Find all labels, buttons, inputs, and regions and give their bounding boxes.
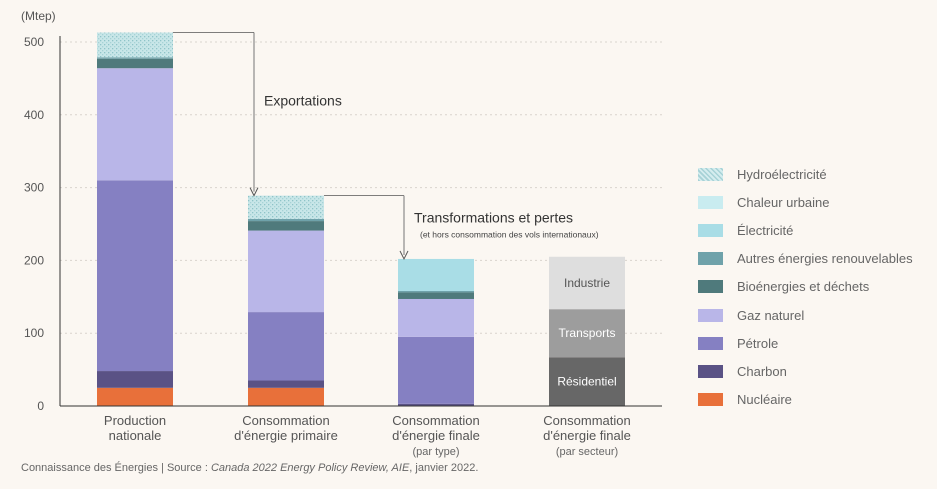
- x-category-line: d'énergie primaire: [234, 428, 338, 443]
- x-category-line: d'énergie finale: [392, 428, 480, 443]
- legend-item: Bioénergies et déchets: [698, 273, 933, 301]
- legend-swatch: [698, 195, 723, 209]
- annotation-arrow-head: [249, 187, 259, 197]
- bar-segment: [97, 68, 173, 181]
- annotation-sublabel: (et hors consommation des vols internati…: [420, 230, 599, 240]
- bar-segment: [398, 298, 474, 337]
- legend-item: Chaleur urbaine: [698, 188, 933, 216]
- bar-segment: [398, 258, 474, 291]
- bar-segment: [97, 180, 173, 372]
- sector-label: Transports: [559, 326, 616, 340]
- legend-item: Gaz naturel: [698, 301, 933, 329]
- bar-segment: [248, 380, 324, 388]
- bar-segment: [398, 336, 474, 404]
- x-category-line: Production: [104, 413, 166, 428]
- bar-segment: [97, 57, 173, 59]
- source-suffix: , janvier 2022.: [409, 462, 479, 474]
- legend-item: Autres énergies renouvelables: [698, 245, 933, 273]
- sector-label: Résidentiel: [557, 375, 616, 389]
- x-category-label: Production nationale: [104, 413, 166, 443]
- annotation-label: Transformations et pertes: [414, 210, 573, 226]
- legend-label: Chaleur urbaine: [737, 194, 830, 210]
- bar-segment: [398, 403, 474, 406]
- x-category-line: d'énergie finale: [543, 428, 631, 443]
- legend-item: Charbon: [698, 357, 933, 385]
- bar-segment: [248, 218, 324, 222]
- x-category-sublabel: (par type): [412, 446, 459, 458]
- bar-segment: [248, 230, 324, 313]
- bar-segment: [398, 292, 474, 299]
- x-category-line: nationale: [109, 428, 162, 443]
- bar-segment: [248, 195, 324, 219]
- legend-label: Autres énergies renouvelables: [737, 251, 913, 267]
- x-category-label: Consommation d'énergie finale: [392, 413, 480, 443]
- bar-segment: [398, 290, 474, 293]
- legend-item: Hydroélectricité: [698, 160, 933, 188]
- legend-swatch: [698, 280, 723, 294]
- annotation-label: Exportations: [264, 93, 342, 109]
- source-note: Connaissance des Énergies | Source : Can…: [21, 462, 478, 474]
- x-category-line: Consommation: [242, 413, 329, 428]
- legend-swatch: [698, 308, 723, 322]
- legend-item: Nucléaire: [698, 386, 933, 414]
- bar-segment: [97, 58, 173, 69]
- legend-swatch: [698, 393, 723, 407]
- x-category-sublabel: (par secteur): [556, 446, 618, 458]
- legend-label: Bioénergies et déchets: [737, 279, 870, 295]
- bar-segment: [248, 312, 324, 381]
- x-category-line: Consommation: [392, 413, 479, 428]
- legend-label: Pétrole: [737, 335, 779, 351]
- y-unit-label: (Mtep): [21, 9, 56, 23]
- x-category-line: Consommation: [543, 413, 630, 428]
- sector-segment: [549, 357, 625, 406]
- legend-item: Électricité: [698, 216, 933, 244]
- x-category-label: Consommation d'énergie finale: [543, 413, 631, 443]
- y-tick-label: 400: [24, 108, 44, 122]
- legend-item: Pétrole: [698, 329, 933, 357]
- legend-swatch: [698, 252, 723, 266]
- sector-label: Industrie: [564, 276, 610, 290]
- legend-swatch: [698, 167, 723, 181]
- bar-segment: [248, 387, 324, 406]
- legend-swatch: [698, 336, 723, 350]
- y-tick-label: 500: [24, 35, 44, 49]
- sector-segment: [549, 309, 625, 358]
- bar-segment: [97, 387, 173, 406]
- legend-label: Électricité: [737, 222, 794, 238]
- y-tick-label: 0: [37, 399, 44, 413]
- legend-swatch: [698, 364, 723, 378]
- legend: Hydroélectricité Chaleur urbaine Électrici…: [698, 160, 933, 414]
- annotation-arrow-head: [399, 250, 409, 261]
- source-prefix: Connaissance des Énergies | Source :: [21, 462, 211, 474]
- bar-segment: [97, 32, 173, 58]
- legend-label: Nucléaire: [737, 392, 792, 408]
- legend-swatch: [698, 223, 723, 237]
- legend-label: Hydroélectricité: [737, 166, 827, 182]
- legend-label: Charbon: [737, 363, 787, 379]
- y-tick-label: 300: [24, 181, 44, 195]
- legend-label: Gaz naturel: [737, 307, 805, 323]
- sector-segment: [549, 256, 625, 310]
- x-category-label: Consommation d'énergie primaire: [234, 413, 338, 443]
- y-tick-label: 200: [24, 253, 44, 267]
- y-tick-label: 100: [24, 326, 44, 340]
- bar-segment: [248, 221, 324, 231]
- source-title: Canada 2022 Energy Policy Review, AIE: [210, 462, 410, 474]
- bar-segment: [97, 371, 173, 388]
